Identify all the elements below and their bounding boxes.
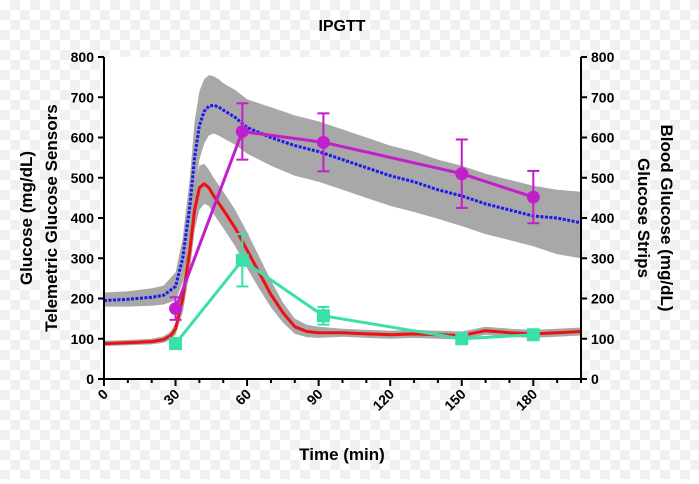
y-tick-label-left: 200 [71, 291, 95, 307]
x-tick-label: 60 [232, 386, 254, 408]
y-tick-label-right: 400 [591, 210, 615, 226]
data-point [316, 309, 330, 323]
y-tick-label-left: 600 [71, 130, 95, 146]
data-point [455, 167, 469, 181]
data-point [526, 328, 540, 342]
y-tick-label-right: 700 [591, 89, 615, 105]
y-tick-label-left: 100 [71, 331, 95, 347]
y-axis-label-left-line1: Glucose (mg/dL) [17, 151, 36, 285]
y-tick-label-left: 700 [71, 89, 95, 105]
x-tick-label: 150 [441, 386, 469, 414]
data-point [169, 302, 183, 316]
data-point [316, 135, 330, 149]
y-axis-label-right-line2: Glucose Strips [634, 158, 653, 278]
strip-series-0 [169, 102, 540, 321]
x-tick-label: 90 [303, 386, 325, 408]
y-tick-label-right: 0 [591, 371, 599, 387]
x-axis-label: Time (min) [299, 445, 385, 464]
y-tick-label-right: 300 [591, 250, 615, 266]
data-point [455, 332, 469, 346]
data-point [169, 337, 183, 351]
sd-band-0 [104, 75, 581, 307]
y-tick-label-left: 300 [71, 250, 95, 266]
x-tick-label: 180 [513, 386, 541, 414]
strip-series-1 [169, 233, 540, 351]
y-tick-label-right: 800 [591, 49, 615, 65]
x-tick-label: 30 [160, 386, 182, 408]
data-point [235, 124, 249, 138]
x-tick-label: 120 [369, 386, 397, 414]
y-tick-label-right: 200 [591, 291, 615, 307]
x-tick-label: 0 [94, 386, 111, 403]
sensor-line-0 [103, 103, 582, 302]
data-point [235, 253, 249, 267]
y-tick-label-left: 500 [71, 170, 95, 186]
y-tick-label-right: 600 [591, 130, 615, 146]
data-point [526, 190, 540, 204]
y-axis-label-left-line2: Telemetric Glucose Sensors [42, 104, 61, 331]
y-tick-label-right: 500 [591, 170, 615, 186]
y-axis-label-right-line1: Blood Glucose (mg/dL) [657, 125, 676, 312]
chart-title: IPGTT [318, 18, 365, 35]
y-tick-label-left: 0 [86, 371, 94, 387]
y-tick-label-left: 400 [71, 210, 95, 226]
y-tick-label-left: 800 [71, 49, 95, 65]
y-tick-label-right: 100 [591, 331, 615, 347]
strip-series [169, 102, 540, 351]
